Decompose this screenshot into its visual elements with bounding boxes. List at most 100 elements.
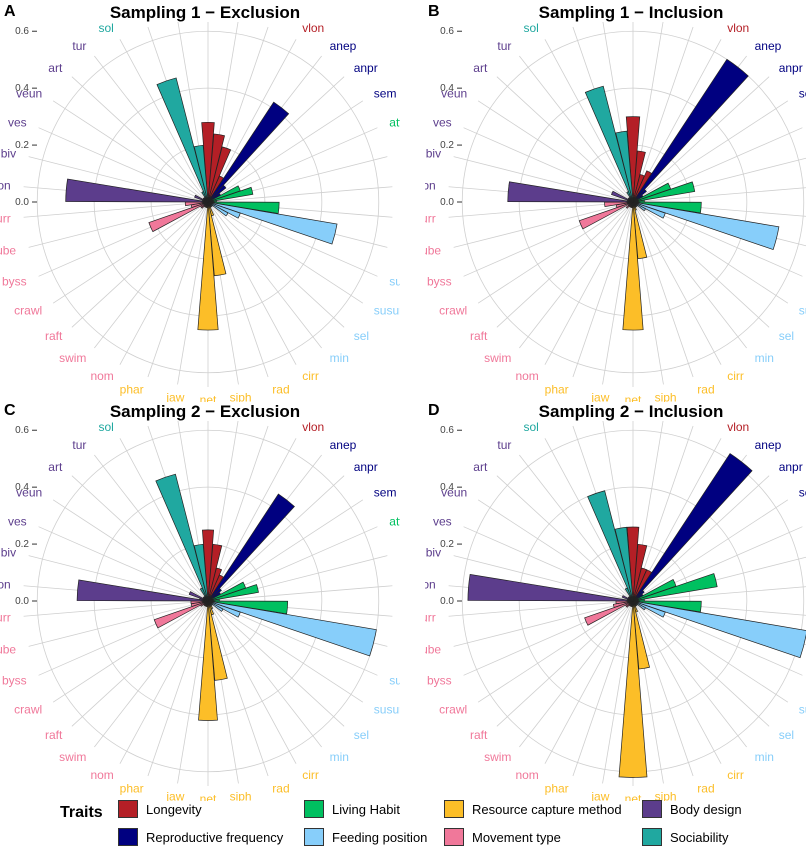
bar-agg	[615, 130, 634, 203]
grid-spoke	[177, 600, 209, 784]
y-tick-label: 0.6	[440, 425, 454, 436]
category-label: siph	[655, 789, 677, 801]
bar-agg	[614, 526, 634, 602]
bar-con	[65, 178, 209, 203]
category-label: art	[473, 61, 488, 75]
grid-spoke	[632, 26, 694, 203]
bar-anep	[632, 453, 753, 602]
grid-spoke	[463, 127, 634, 203]
grid-spoke	[632, 201, 722, 365]
bar-anpr	[632, 188, 647, 203]
grid-spoke	[632, 100, 789, 203]
legend-item-living-habit: Living Habit	[304, 800, 400, 818]
grid-spoke	[448, 201, 634, 218]
category-label: phar	[545, 781, 569, 795]
grid-spoke	[632, 600, 789, 703]
category-label: tube	[425, 643, 441, 657]
grid-spoke	[632, 600, 770, 727]
category-label: anpr	[779, 460, 803, 474]
bar-vsho	[201, 529, 215, 602]
category-label: tube	[0, 643, 16, 657]
category-label: tube	[425, 244, 441, 258]
category-label: crawl	[14, 702, 42, 716]
y-tick-label: 0.0	[15, 197, 29, 208]
category-label: tur	[497, 438, 511, 452]
grid-spoke	[632, 76, 770, 203]
grid-spoke	[94, 201, 209, 349]
panel-letter: C	[4, 402, 16, 419]
polar-bar-chart: 0.00.20.40.6vshosholonvlonanepanprsematt…	[425, 421, 806, 801]
grid-spoke	[207, 600, 297, 764]
y-tick-label: 0.6	[15, 425, 29, 436]
bar-net	[622, 201, 644, 331]
grid-spoke	[448, 600, 634, 617]
grid-spoke	[572, 600, 634, 777]
y-tick-label: 0.0	[440, 197, 454, 208]
legend-item-longevity: Longevity	[118, 800, 202, 818]
category-label: sol	[98, 421, 113, 434]
category-label: anpr	[779, 61, 803, 75]
category-label: byss	[427, 275, 452, 289]
y-tick-label: 0.4	[15, 482, 29, 493]
grid-spoke	[519, 201, 634, 349]
grid-spoke	[94, 454, 209, 602]
category-label: jaw	[165, 789, 184, 801]
bar-anep	[207, 493, 295, 602]
grid-spoke	[147, 201, 209, 378]
category-label: crawl	[439, 303, 467, 317]
grid-spoke	[602, 600, 634, 784]
category-label: anep	[755, 39, 782, 53]
legend-item-sociability: Sociability	[642, 828, 729, 846]
category-label: sem	[374, 486, 397, 500]
bar-sus	[207, 600, 377, 657]
panel-title: Sampling 2 − Exclusion	[109, 402, 301, 421]
category-label: vlon	[727, 22, 749, 35]
category-label: sel	[354, 329, 369, 343]
grid-spoke	[28, 555, 209, 602]
bar-byss	[578, 201, 634, 230]
legend-item-reproductive-frequency: Reproductive frequency	[118, 828, 283, 846]
category-label: con	[425, 578, 436, 592]
grid-spoke	[572, 201, 634, 378]
grid-spoke	[453, 600, 634, 647]
bar-greg	[155, 473, 209, 602]
category-label: surf	[389, 275, 400, 289]
grid-spoke	[207, 438, 297, 602]
category-label: net	[200, 792, 217, 801]
category-label: net	[625, 792, 642, 801]
grid-spoke	[207, 201, 345, 328]
bar-anep	[632, 58, 749, 203]
category-label: cirr	[302, 768, 319, 782]
bar-vsho	[625, 116, 641, 203]
grid-spoke	[207, 600, 269, 777]
legend-label: Sociability	[670, 829, 729, 845]
grid-spoke	[544, 201, 634, 365]
bar-byss	[153, 600, 209, 629]
grid-spoke	[496, 600, 634, 727]
bar-lon	[207, 146, 232, 203]
category-label: phar	[545, 382, 569, 396]
bar-sus	[207, 201, 338, 245]
category-label: con	[0, 578, 11, 592]
grid-spoke	[207, 585, 393, 602]
legend-swatch	[118, 800, 138, 818]
legend: Traits Longevity Reproductive frequency …	[0, 792, 806, 850]
grid-spoke	[94, 55, 209, 203]
category-label: sol	[98, 22, 113, 35]
category-label: ves	[433, 515, 452, 529]
category-label: sol	[523, 421, 538, 434]
grid-spoke	[632, 600, 694, 777]
grid-spoke	[496, 475, 634, 602]
y-tick-label: 0.0	[440, 596, 454, 607]
category-label: susurf	[374, 702, 400, 716]
category-label: min	[755, 750, 774, 764]
grid-spoke	[632, 600, 722, 764]
category-label: min	[330, 351, 349, 365]
grid-spoke	[28, 156, 209, 203]
grid-spoke	[477, 201, 634, 304]
category-label: susurf	[374, 303, 400, 317]
category-label: anep	[755, 438, 782, 452]
grid-spoke	[477, 100, 634, 203]
y-tick-label: 0.6	[440, 26, 454, 37]
category-label: att	[389, 515, 400, 529]
